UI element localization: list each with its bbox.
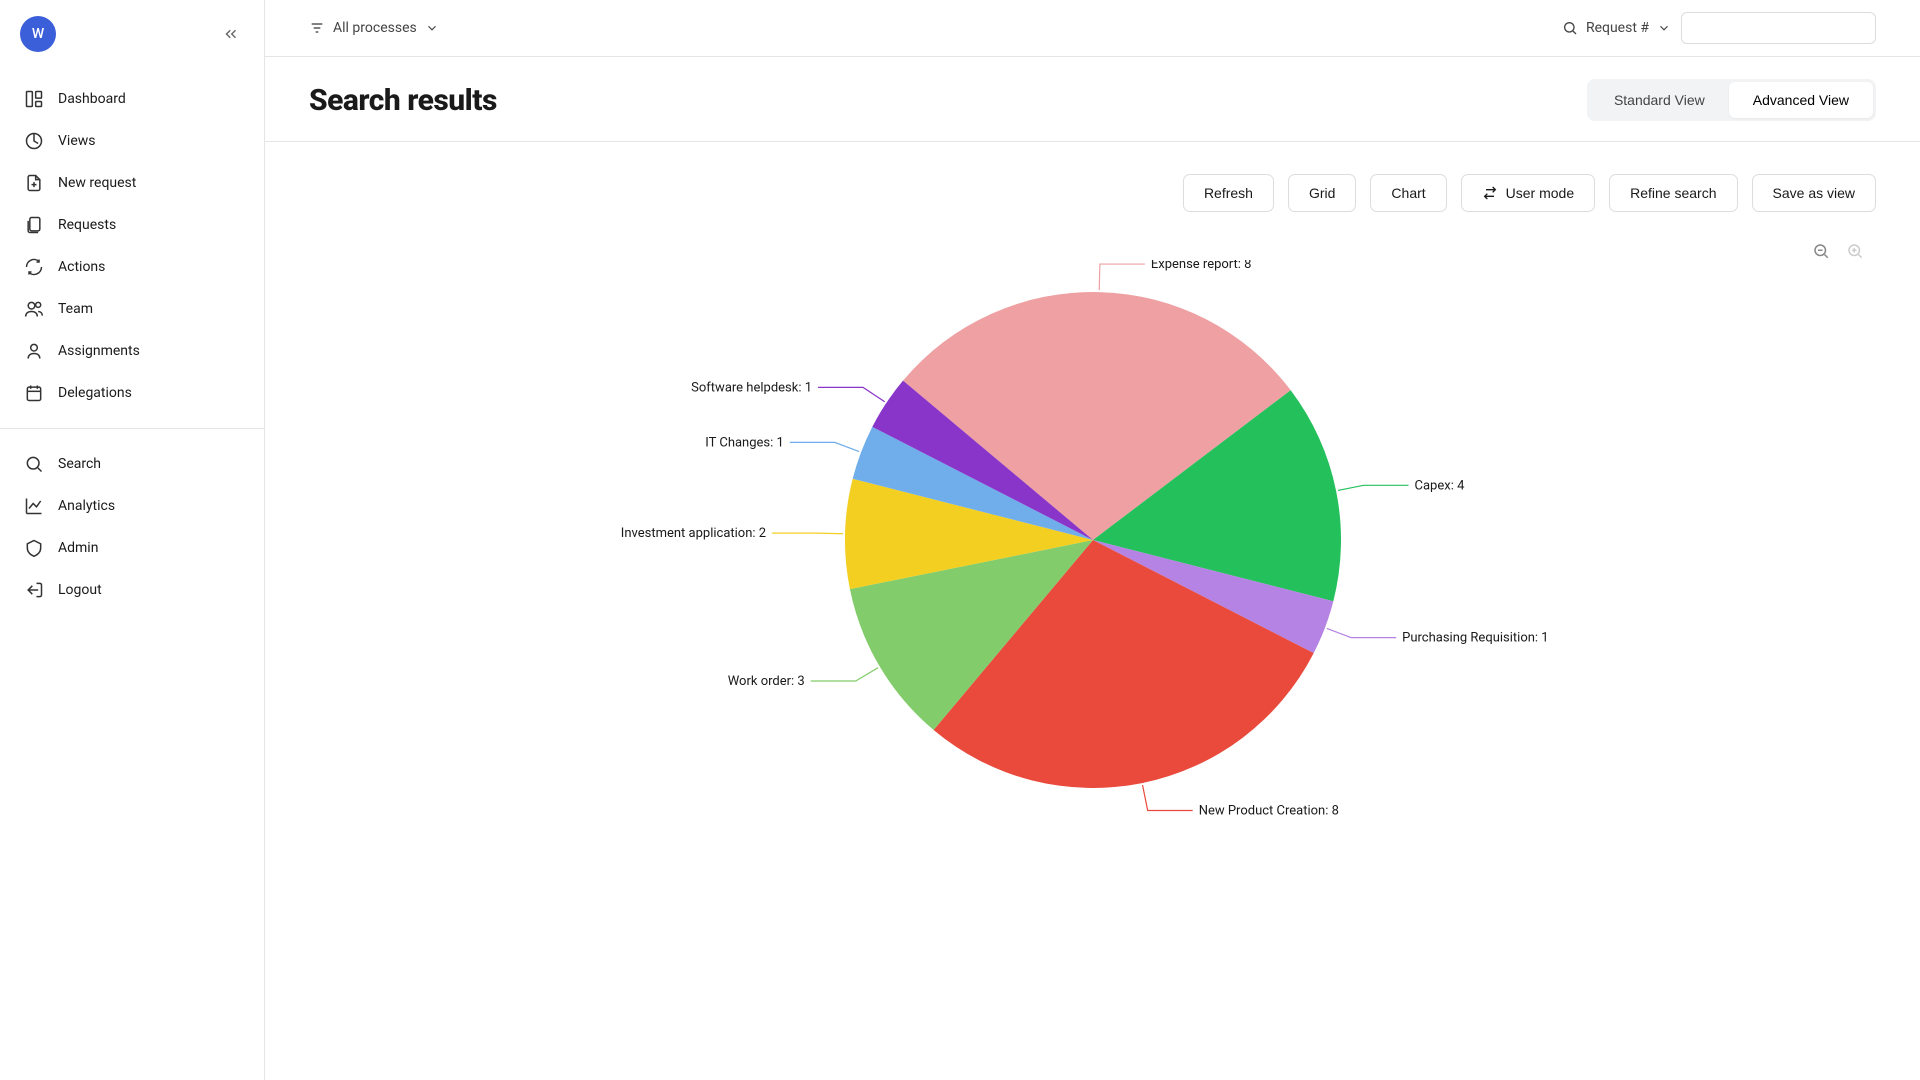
sidebar-item-requests[interactable]: Requests [0,204,264,246]
sidebar-item-label: Requests [58,217,116,233]
assignments-icon [24,341,44,361]
logout-icon [24,580,44,600]
zoom-in-button[interactable] [1846,242,1864,260]
collapse-sidebar-button[interactable] [218,21,244,47]
admin-icon [24,538,44,558]
sidebar-item-dashboard[interactable]: Dashboard [0,78,264,120]
requests-icon [24,215,44,235]
team-icon [24,299,44,319]
dashboard-icon [24,89,44,109]
actions-icon [24,257,44,277]
refresh-button[interactable]: Refresh [1183,174,1274,212]
pie-slice-label: IT Changes: 1 [705,435,784,450]
sidebar-item-label: Assignments [58,343,140,359]
user-mode-button[interactable]: User mode [1461,174,1595,212]
user-mode-label: User mode [1506,185,1574,201]
sidebar-item-label: Logout [58,582,102,598]
sidebar-item-label: Search [58,456,101,472]
search-type-label: Request # [1586,20,1649,36]
sidebar-item-analytics[interactable]: Analytics [0,485,264,527]
pie-slice-label: Expense report: 8 [1150,260,1251,272]
sidebar-item-new-request[interactable]: New request [0,162,264,204]
toolbar-row: Refresh Grid Chart User mode Refine sear… [265,142,1920,224]
search-type-dropdown[interactable]: Request # [1562,20,1671,36]
nav-divider [0,428,264,429]
pie-slice-label: Capex: 4 [1414,478,1465,493]
sidebar-item-label: Views [58,133,96,149]
pie-leader-line [818,387,885,401]
pie-slice-label: Work order: 3 [727,674,804,689]
pie-slice-label: Investment application: 2 [620,526,765,541]
search-input[interactable] [1681,12,1876,44]
chevron-down-icon [425,21,439,35]
sidebar-item-views[interactable]: Views [0,120,264,162]
pie-slice-label: New Product Creation: 8 [1198,804,1338,819]
pie-leader-line [772,533,843,534]
topbar: All processes Request # [265,0,1920,57]
chevron-down-icon [1657,21,1671,35]
sidebar-item-search[interactable]: Search [0,443,264,485]
zoom-out-button[interactable] [1812,242,1830,260]
process-filter-dropdown[interactable]: All processes [309,20,439,36]
search-group: Request # [1562,12,1876,44]
pie-leader-line [789,442,858,451]
sidebar-item-admin[interactable]: Admin [0,527,264,569]
delegations-icon [24,383,44,403]
search-icon [24,454,44,474]
title-row: Search results Standard View Advanced Vi… [265,57,1920,142]
refine-search-button[interactable]: Refine search [1609,174,1737,212]
sidebar-item-label: Admin [58,540,98,556]
sidebar-item-label: Analytics [58,498,115,514]
sidebar-item-label: Actions [58,259,105,275]
pie-leader-line [1326,628,1395,637]
zoom-controls [265,224,1920,260]
chart-container: Expense report: 8 Capex: 4 Purchasing Requ… [265,260,1920,1080]
new-request-icon [24,173,44,193]
chart-button[interactable]: Chart [1370,174,1446,212]
nav-group-secondary: Search Analytics Admin Logout [0,435,264,619]
sidebar-item-assignments[interactable]: Assignments [0,330,264,372]
avatar[interactable]: W [20,16,56,52]
save-as-view-button[interactable]: Save as view [1752,174,1876,212]
pie-leader-line [810,668,877,681]
advanced-view-tab[interactable]: Advanced View [1729,82,1873,118]
sidebar-item-logout[interactable]: Logout [0,569,264,611]
pie-slice-label: Software helpdesk: 1 [691,380,812,395]
pie-leader-line [1099,264,1145,290]
sidebar-item-actions[interactable]: Actions [0,246,264,288]
sidebar-item-label: Delegations [58,385,132,401]
search-icon [1562,20,1578,36]
grid-button[interactable]: Grid [1288,174,1356,212]
sidebar-item-team[interactable]: Team [0,288,264,330]
pie-chart: Expense report: 8 Capex: 4 Purchasing Requ… [533,260,1653,860]
page-title: Search results [309,83,497,118]
swap-icon [1482,185,1498,201]
filter-icon [309,20,325,36]
standard-view-tab[interactable]: Standard View [1590,82,1729,118]
sidebar-header: W [0,12,264,70]
pie-leader-line [1338,485,1408,490]
process-filter-label: All processes [333,20,417,36]
pie-slice-label: Purchasing Requisition: 1 [1402,631,1548,646]
analytics-icon [24,496,44,516]
view-toggle: Standard View Advanced View [1587,79,1876,121]
views-icon [24,131,44,151]
nav-group-main: Dashboard Views New request Requests Actions… [0,70,264,422]
sidebar-item-label: Dashboard [58,91,126,107]
sidebar-item-delegations[interactable]: Delegations [0,372,264,414]
sidebar: W Dashboard Views New request Requests Actio… [0,0,265,1080]
main: All processes Request # Search results S… [265,0,1920,1080]
sidebar-item-label: Team [58,301,93,317]
sidebar-item-label: New request [58,175,136,191]
pie-leader-line [1142,785,1192,810]
